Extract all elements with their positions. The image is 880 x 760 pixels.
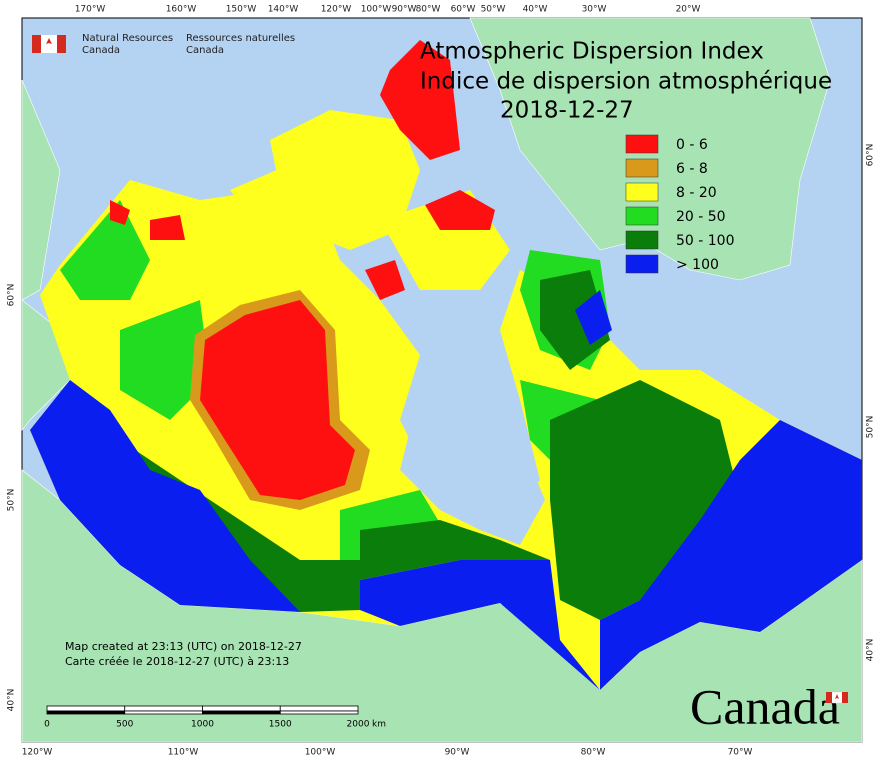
nrcan-signature: Natural Resources Canada Ressources natu… [32, 33, 295, 56]
legend-swatch [625, 230, 659, 250]
agency-fr: Canada [186, 45, 224, 56]
scale-label: 2000 [347, 720, 370, 730]
lon-label: 90°W [445, 748, 470, 758]
wordmark: Canada [690, 678, 840, 734]
zone [230, 110, 510, 290]
canada-wordmark: Canada [690, 678, 849, 734]
agency-fr: Ressources naturelles [186, 33, 295, 44]
flag-bar [826, 692, 832, 703]
scale-segment [124, 710, 203, 715]
lon-label: 170°W [75, 5, 106, 15]
scale-label: 1500 [269, 720, 292, 730]
lat-label: 40°N [866, 639, 876, 662]
lon-label: 120°W [321, 5, 352, 15]
scale-segment [202, 710, 281, 715]
scale-label: 500 [116, 720, 133, 730]
agency-en: Canada [82, 45, 120, 56]
lon-label: 160°W [166, 5, 197, 15]
lat-label: 60°N [7, 284, 17, 307]
lon-label: 70°W [728, 748, 753, 758]
legend-swatch [625, 158, 659, 178]
legend-swatch [625, 206, 659, 226]
graticule-labels: 170°W 160°W 150°W 140°W 120°W 100°W 90°W 80°W 60… [7, 5, 876, 758]
lon-label: 150°W [226, 5, 257, 15]
lat-label: 40°N [7, 689, 17, 712]
lon-label: 140°W [268, 5, 299, 15]
lon-label: 110°W [168, 748, 199, 758]
lat-label: 50°N [866, 416, 876, 439]
zone [110, 200, 355, 500]
lon-label: 80°W [581, 748, 606, 758]
scale-segment [279, 710, 359, 715]
lon-label: 20°W [676, 5, 701, 15]
legend-swatch [625, 182, 659, 202]
legend-swatch [625, 134, 659, 154]
lon-label: 60°W [451, 5, 476, 15]
legend-label: 20 - 50 [676, 209, 726, 225]
lon-label: 120°W [22, 748, 53, 758]
legend-swatch [625, 254, 659, 274]
title-date: 2018-12-27 [500, 98, 634, 124]
scale-segment [124, 705, 203, 712]
lon-label: 40°W [523, 5, 548, 15]
lon-label: 100°W [361, 5, 392, 15]
title-en: Atmospheric Dispersion Index [420, 39, 764, 65]
lon-label: 100°W [305, 748, 336, 758]
zone [30, 290, 862, 690]
legend-label: 50 - 100 [676, 233, 735, 249]
legend-label: > 100 [676, 257, 719, 273]
lat-label: 50°N [7, 489, 17, 512]
lon-label: 90°W [392, 5, 417, 15]
flag-bar [32, 35, 41, 53]
scale-label: 0 [44, 720, 50, 730]
canada-index [30, 40, 862, 690]
scale-unit: km [372, 720, 386, 730]
flag-leaf [46, 38, 52, 44]
flag-bar [57, 35, 66, 53]
legend: 0 - 6 6 - 8 8 - 20 20 - 50 50 - 100 > 100 [625, 134, 735, 274]
credit: Map created at 23:13 (UTC) on 2018-12-27 [65, 640, 302, 653]
zone [365, 40, 495, 300]
title-fr: Indice de dispersion atmosphérique [420, 69, 832, 95]
lon-label: 50°W [481, 5, 506, 15]
scale-segment [46, 710, 126, 715]
flag-leaf [835, 694, 839, 699]
scale-segment [279, 705, 359, 712]
lon-label: 80°W [416, 5, 441, 15]
lon-label: 30°W [582, 5, 607, 15]
credit: Carte créée le 2018-12-27 (UTC) à 23:13 [65, 655, 289, 668]
hudson-bay [400, 420, 545, 545]
lat-label: 60°N [866, 144, 876, 167]
scale-segment [202, 705, 281, 712]
scale-bar: 0 500 1000 1500 2000 km [44, 705, 386, 730]
legend-label: 6 - 8 [676, 161, 708, 177]
legend-label: 8 - 20 [676, 185, 717, 201]
agency-en: Natural Resources [82, 33, 173, 44]
scale-segment [46, 705, 126, 712]
scale-label: 1000 [191, 720, 214, 730]
flag-bar [842, 692, 848, 703]
legend-label: 0 - 6 [676, 137, 708, 153]
zone [60, 200, 610, 560]
